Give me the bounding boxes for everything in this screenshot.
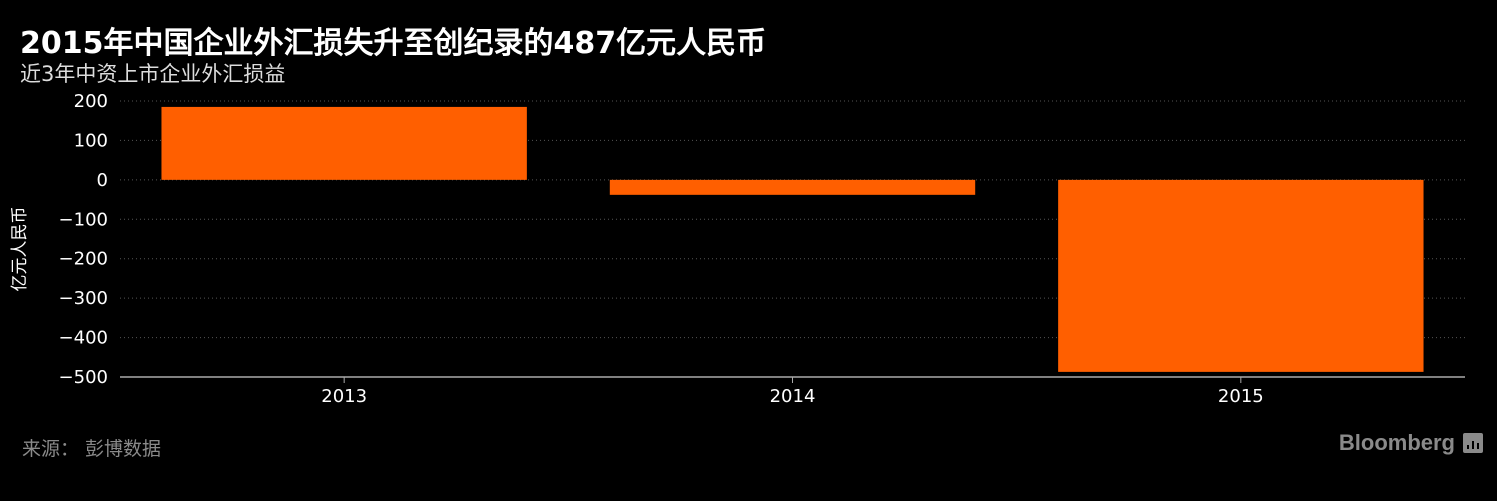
x-tick-label: 2013 xyxy=(321,386,367,407)
bars xyxy=(161,106,1424,372)
source-note: 来源： 彭博数据 xyxy=(22,438,162,460)
y-tick-label: 0 xyxy=(97,170,108,191)
y-axis-label: 亿元人民币 xyxy=(10,207,30,292)
bar-2013 xyxy=(161,106,527,180)
y-tick-label: −200 xyxy=(59,249,108,270)
x-tick-label: 2014 xyxy=(770,386,816,407)
chart-icon xyxy=(1463,433,1483,453)
tick-labels: 200 100 0 −100 −200 −300 −400 −500 亿元人民币 2013 2014… xyxy=(10,91,1264,407)
y-tick-label: −300 xyxy=(59,288,108,309)
bar-2015 xyxy=(1058,179,1424,372)
chart-title: 2015年中国企业外汇损失升至创纪录的487亿元人民币 xyxy=(20,26,767,61)
x-tick-label: 2015 xyxy=(1218,386,1264,407)
bar-chart: 200 100 0 −100 −200 −300 −400 −500 亿元人民币 2013 2014… xyxy=(10,91,1465,407)
y-tick-label: 100 xyxy=(74,130,108,151)
y-tick-label: −500 xyxy=(59,367,108,388)
y-tick-label: −100 xyxy=(59,209,108,230)
y-tick-label: −400 xyxy=(59,328,108,349)
y-tick-label: 200 xyxy=(74,91,108,112)
brand-text: Bloomberg xyxy=(1338,430,1455,455)
chart-subtitle: 近3年中资上市企业外汇损益 xyxy=(20,62,286,86)
bar-2014 xyxy=(609,179,976,195)
bloomberg-logo: Bloomberg xyxy=(1339,430,1483,456)
axes xyxy=(120,376,1465,383)
